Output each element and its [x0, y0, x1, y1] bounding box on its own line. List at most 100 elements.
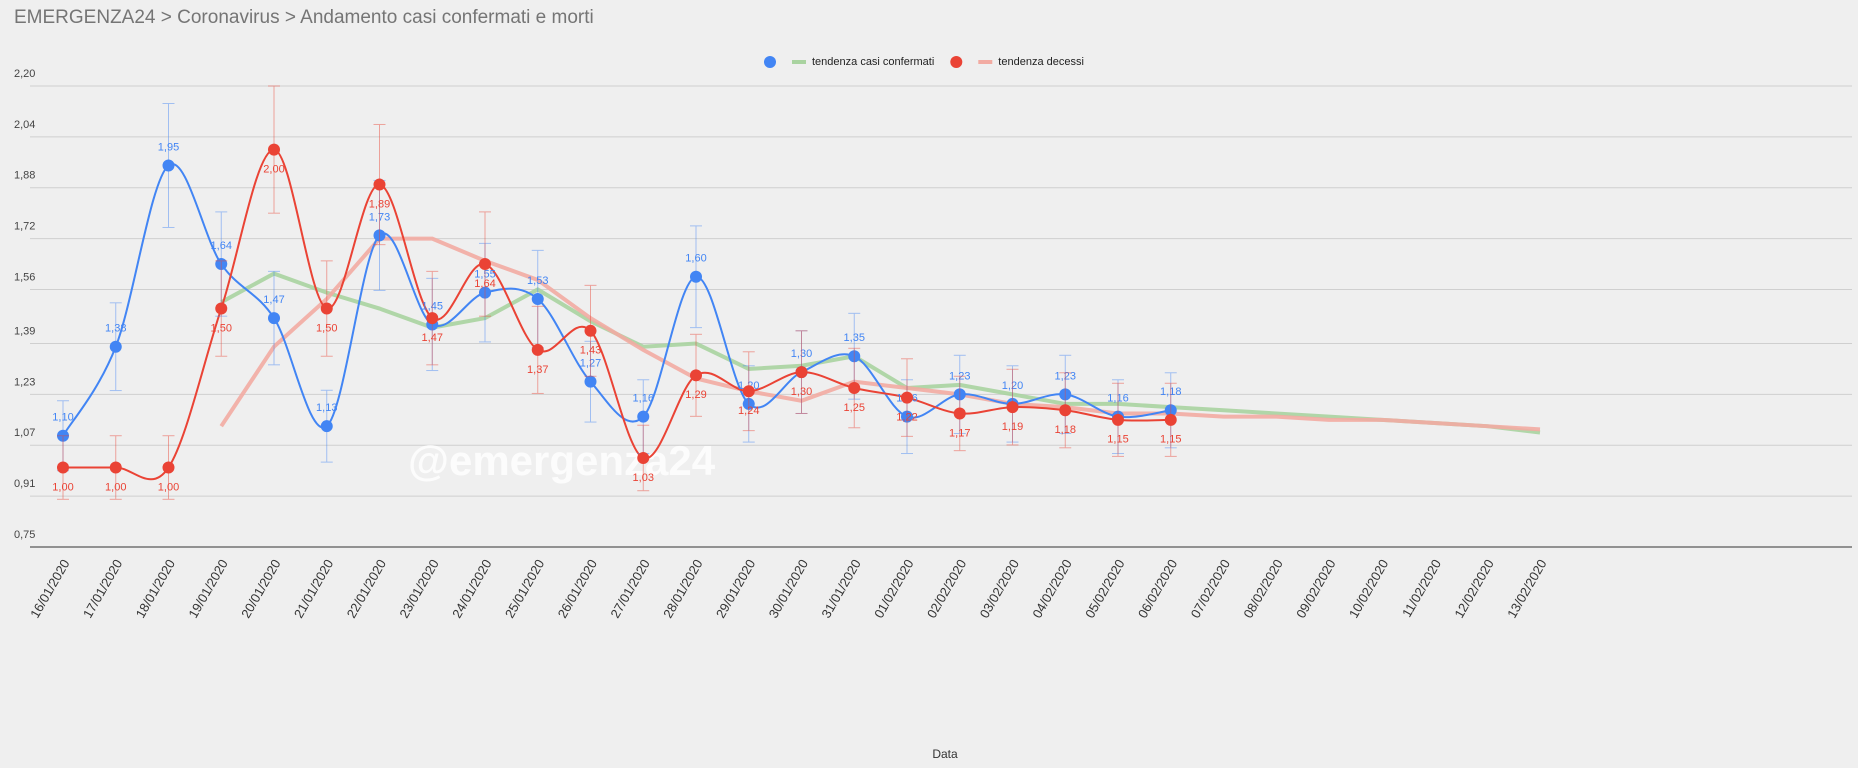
- y-tick-label: 1,72: [14, 221, 35, 233]
- data-label: 1,19: [1002, 421, 1023, 433]
- data-point: [742, 385, 755, 398]
- data-label: 1,35: [844, 332, 865, 344]
- data-point: [215, 302, 228, 315]
- y-tick-label: 1,23: [14, 376, 35, 388]
- data-label: 1,00: [105, 481, 126, 493]
- data-point: [795, 366, 808, 379]
- data-point: [1059, 404, 1072, 417]
- data-label: 1,16: [1107, 393, 1128, 405]
- data-point: [109, 461, 122, 474]
- data-label: 1,47: [422, 332, 443, 344]
- data-point: [268, 312, 280, 325]
- data-label: 2,00: [263, 163, 284, 175]
- data-point: [531, 343, 544, 356]
- data-point: [690, 270, 702, 283]
- y-tick-label: 0,75: [14, 529, 35, 541]
- data-point: [637, 451, 650, 464]
- data-label: 1,60: [685, 253, 706, 265]
- data-point: [1059, 388, 1072, 401]
- data-point: [320, 420, 333, 433]
- legend-swatch: [950, 56, 963, 68]
- chart-title: EMERGENZA24 > Coronavirus > Andamento ca…: [14, 7, 594, 28]
- data-point: [1164, 413, 1177, 426]
- data-label: 1,30: [791, 386, 812, 398]
- watermark: @emergenza24: [408, 437, 716, 484]
- data-label: 1,23: [949, 370, 970, 382]
- data-point: [531, 293, 544, 306]
- data-label: 1,25: [844, 402, 865, 414]
- data-label: 1,55: [474, 269, 495, 281]
- data-label: 1,37: [527, 364, 548, 376]
- data-point: [162, 159, 175, 172]
- data-label: 1,13: [316, 402, 337, 414]
- data-label: 1,18: [1160, 386, 1181, 398]
- legend-swatch: [764, 56, 776, 68]
- data-label: 1,30: [791, 348, 812, 360]
- data-point: [953, 407, 966, 420]
- data-point: [1164, 404, 1177, 417]
- data-label: 1,17: [949, 427, 970, 439]
- data-label: 1,50: [316, 322, 337, 334]
- data-label: 1,95: [158, 141, 179, 153]
- data-point: [953, 388, 966, 401]
- data-label: 1,20: [1002, 380, 1023, 392]
- y-tick-label: 0,91: [14, 478, 35, 490]
- data-label: 1,38: [105, 323, 126, 335]
- y-tick-label: 2,20: [14, 68, 35, 80]
- data-point: [848, 350, 861, 363]
- data-point: [57, 429, 69, 442]
- data-point: [848, 382, 861, 395]
- legend-label: tendenza decessi: [998, 56, 1084, 68]
- data-point: [373, 229, 386, 242]
- data-point: [584, 375, 597, 388]
- data-label: 1,64: [211, 240, 232, 252]
- y-tick-label: 1,56: [14, 271, 35, 283]
- data-label: 1,03: [633, 472, 654, 484]
- data-label: 1,00: [158, 481, 179, 493]
- data-label: 1,29: [685, 389, 706, 401]
- data-label: 1,53: [527, 275, 548, 287]
- data-point: [479, 258, 491, 271]
- data-point: [57, 461, 69, 474]
- data-label: 1,73: [369, 211, 390, 223]
- data-point: [584, 324, 597, 337]
- data-point: [1112, 413, 1124, 426]
- data-point: [637, 410, 650, 423]
- data-point: [162, 461, 175, 474]
- data-label: 1,27: [580, 358, 601, 370]
- data-point: [901, 410, 913, 423]
- data-label: 1,16: [633, 393, 654, 405]
- data-point: [109, 340, 122, 353]
- data-point: [901, 391, 913, 404]
- data-label: 1,15: [1107, 434, 1128, 446]
- trend-line: [219, 236, 1541, 432]
- data-label: 1,00: [52, 481, 73, 493]
- data-label: 1,43: [580, 345, 601, 357]
- y-tick-label: 2,04: [14, 119, 35, 131]
- data-point: [742, 397, 755, 410]
- data-label: 1,18: [1055, 424, 1076, 436]
- data-point: [268, 143, 280, 156]
- data-label: 1,89: [369, 198, 390, 210]
- data-label: 1,45: [422, 300, 443, 312]
- data-point: [373, 178, 386, 191]
- data-label: 1,50: [211, 322, 232, 334]
- data-point: [690, 369, 702, 382]
- data-point: [320, 302, 333, 315]
- data-label: 1,23: [1055, 370, 1076, 382]
- data-point: [215, 258, 228, 271]
- data-point: [426, 312, 439, 325]
- x-axis-title: Data: [932, 747, 958, 761]
- series-line: [63, 148, 1171, 481]
- data-label: 1,15: [1160, 434, 1181, 446]
- legend-label: tendenza casi confermati: [812, 56, 934, 68]
- y-tick-label: 1,39: [14, 325, 35, 337]
- data-label: 1,10: [52, 412, 73, 424]
- data-point: [1006, 401, 1019, 414]
- data-label: 1,22: [896, 411, 917, 423]
- data-point: [479, 286, 491, 299]
- y-tick-label: 1,88: [14, 170, 35, 182]
- data-label: 1,47: [263, 294, 284, 306]
